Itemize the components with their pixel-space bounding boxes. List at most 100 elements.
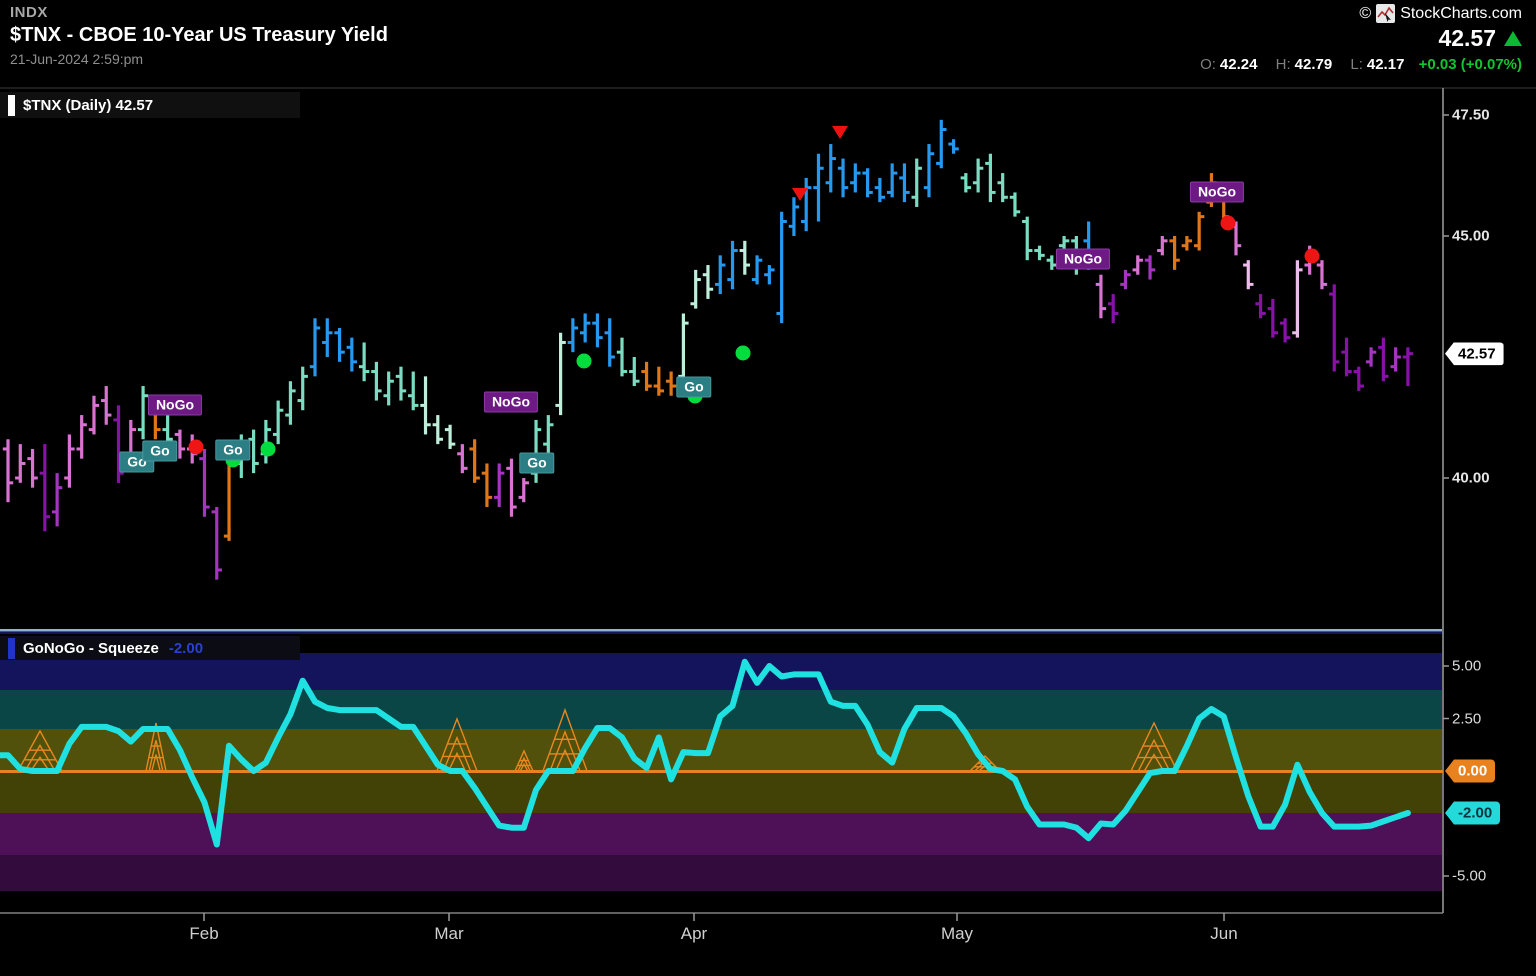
price-bar <box>936 119 947 169</box>
squeeze-current-badge: -2.00 <box>1445 801 1501 825</box>
squeeze-grid-cluster <box>436 717 478 772</box>
nogo-signal-badge: NoGo <box>1189 181 1245 203</box>
squeeze-line <box>0 658 1411 848</box>
price-bar <box>715 255 726 295</box>
price-bar <box>665 371 677 396</box>
price-bar <box>579 313 591 343</box>
chart-header: INDX $TNX - CBOE 10-Year US Treasury Yie… <box>10 4 388 67</box>
price-bar <box>285 381 296 425</box>
price-bar <box>371 361 382 401</box>
chart-datetime: 21-Jun-2024 2:59:pm <box>10 51 144 67</box>
price-bar <box>309 318 321 377</box>
price-bar <box>886 163 898 198</box>
squeeze-legend-accent <box>8 637 15 659</box>
price-bar <box>1292 260 1303 338</box>
nogo-countertrend-dot <box>1220 215 1236 231</box>
trend-reversal-triangle-icon <box>792 188 808 201</box>
price-bar <box>383 371 394 406</box>
price-bar <box>985 153 996 203</box>
open-label: O: <box>1200 56 1216 73</box>
quote-summary: © StockCharts.com 42.57 O: 42.24 H: 42.79 … <box>1200 4 1522 73</box>
price-bar <box>629 357 640 387</box>
price-bar <box>751 255 763 285</box>
price-bar <box>1108 294 1119 324</box>
price-bar <box>1193 211 1205 251</box>
squeeze-grid-cluster <box>1130 721 1178 772</box>
price-bar <box>739 240 750 275</box>
price-legend-text: $TNX (Daily) 42.57 <box>23 96 154 114</box>
price-bar <box>1095 274 1107 319</box>
change-value: +0.03 (+0.07%) <box>1418 56 1522 73</box>
squeeze-grid-cluster <box>542 707 588 772</box>
squeeze-axis-label: 5.00 <box>1452 657 1482 675</box>
price-bar <box>494 463 505 508</box>
price-bar <box>469 439 480 483</box>
price-legend-accent <box>8 94 15 116</box>
high-value: 42.79 <box>1294 56 1333 73</box>
price-bar <box>101 386 112 425</box>
price-bar <box>64 434 75 488</box>
price-bar <box>801 177 812 232</box>
nogo-signal-badge: NoGo <box>483 391 539 413</box>
price-bar <box>1022 216 1033 261</box>
squeeze-band <box>0 813 1443 855</box>
nogo-countertrend-dot <box>1304 248 1320 264</box>
price-bar <box>997 173 1008 203</box>
nogo-signal-badge: NoGo <box>1055 248 1111 270</box>
price-bar <box>1402 347 1414 387</box>
price-bar <box>604 318 615 367</box>
squeeze-band <box>0 855 1443 891</box>
go-signal-badge: Go <box>676 376 712 398</box>
price-bar <box>137 386 149 440</box>
price-bar <box>764 265 775 285</box>
price-bar <box>1255 294 1266 319</box>
price-bar <box>1267 298 1279 338</box>
price-bar <box>1132 255 1143 275</box>
price-bar <box>518 478 529 503</box>
trend-reversal-triangle-icon <box>832 126 848 139</box>
price-bar <box>862 168 873 198</box>
squeeze-axis-label: 2.50 <box>1452 710 1482 727</box>
last-price: 42.57 <box>1438 25 1496 51</box>
price-bar <box>1378 337 1389 382</box>
low-value: 42.17 <box>1366 56 1405 73</box>
price-bar <box>51 473 63 527</box>
squeeze-legend-value: -2.00 <box>168 639 204 657</box>
price-bar <box>272 400 284 445</box>
price-bar <box>1181 236 1193 251</box>
exchange-label: INDX <box>10 4 48 21</box>
price-bar <box>850 163 861 193</box>
price-bar <box>911 158 922 207</box>
price-bar <box>1243 260 1254 290</box>
price-bar <box>39 444 51 532</box>
price-bar <box>592 313 603 348</box>
squeeze-grid-cluster <box>145 722 167 772</box>
price-bar <box>678 313 689 382</box>
price-bar <box>960 173 972 193</box>
price-bar <box>972 158 984 193</box>
price-bar <box>1058 236 1070 251</box>
copyright-symbol: © <box>1359 4 1372 22</box>
go-signal-badge: Go <box>519 452 555 474</box>
go-signal-badge: Go <box>142 440 178 462</box>
price-bar <box>899 163 910 203</box>
go-countertrend-dot <box>260 441 276 457</box>
price-bar <box>1329 284 1340 372</box>
x-axis-month-label: Mar <box>434 924 464 943</box>
price-bar <box>923 144 935 198</box>
x-axis-month-label: Feb <box>189 924 219 943</box>
price-bar <box>1390 347 1401 372</box>
price-bar <box>788 197 800 236</box>
price-bar <box>408 371 419 411</box>
high-label: H: <box>1275 56 1291 73</box>
price-axis-label: 40.00 <box>1452 469 1490 487</box>
price-bar <box>420 376 431 435</box>
price-bar <box>837 158 849 198</box>
squeeze-band <box>0 771 1443 813</box>
x-axis-month-label: Apr <box>680 924 708 943</box>
price-bar <box>88 395 100 435</box>
last-price-line: 42.57 <box>1200 25 1522 52</box>
price-bar <box>690 269 701 309</box>
